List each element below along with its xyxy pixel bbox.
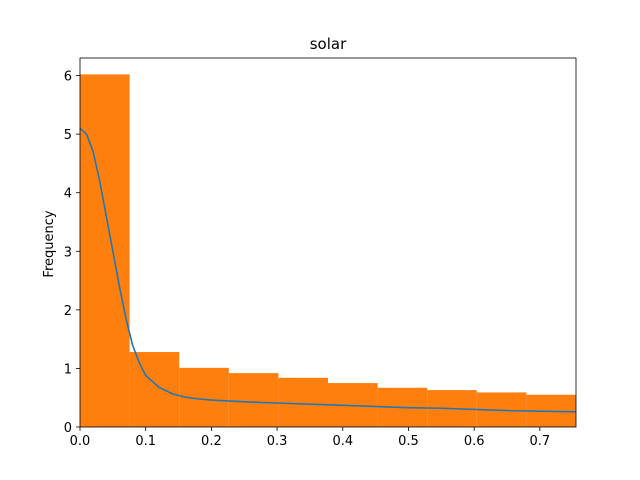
histogram-bar-1: [129, 352, 180, 427]
chart-title: solar: [310, 35, 347, 53]
y-tick-label: 1: [64, 362, 72, 377]
histogram-bar-4: [278, 377, 328, 427]
histogram-bar-0: [80, 74, 130, 428]
histogram-bar-3: [228, 373, 279, 427]
y-tick-label: 5: [64, 128, 72, 143]
y-axis: 0 1 2 3 4 5 6: [64, 70, 80, 436]
x-tick-label: 0.3: [267, 434, 288, 449]
x-tick-label: 0.7: [530, 434, 551, 449]
x-tick-label: 0.1: [135, 434, 156, 449]
y-tick-label: 2: [64, 304, 72, 319]
plot-frame: [79, 57, 577, 428]
x-axis: 0.0 0.1 0.2 0.3 0.4 0.5 0.6 0.7: [70, 427, 551, 449]
y-tick-label: 3: [64, 245, 72, 260]
x-tick-label: 0.0: [70, 434, 91, 449]
y-tick-label: 0: [64, 421, 72, 436]
density-curve-group: [79, 127, 577, 413]
x-tick-label: 0.2: [201, 434, 222, 449]
histogram-bars: [80, 74, 576, 428]
x-tick-label: 0.4: [332, 434, 353, 449]
y-axis-label: Frequency: [42, 210, 57, 277]
y-tick-label: 6: [64, 70, 72, 85]
y-tick-label: 4: [64, 187, 72, 202]
density-curve: [79, 127, 577, 413]
x-tick-label: 0.5: [398, 434, 419, 449]
x-tick-label: 0.6: [464, 434, 485, 449]
